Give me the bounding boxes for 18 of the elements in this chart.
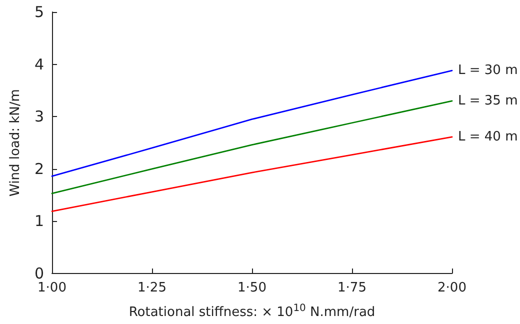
series-label: L = 30 m <box>458 63 518 78</box>
y-tick-label: 0 <box>34 264 44 282</box>
series-label: L = 40 m <box>458 129 518 144</box>
line-series <box>51 136 453 212</box>
x-tick-label: 1·00 <box>38 280 66 296</box>
y-axis-title: Wind load: kN/m <box>8 89 23 196</box>
y-tick-label: 1 <box>34 212 44 230</box>
x-tick-label: 1·50 <box>238 280 266 296</box>
line-series <box>51 70 453 177</box>
y-tick-label: 2 <box>34 160 44 178</box>
x-tick-label: 1·75 <box>338 280 366 296</box>
x-tick-label: 1·25 <box>138 280 166 296</box>
y-tick-label: 3 <box>34 108 44 126</box>
y-tick-label: 5 <box>34 3 44 21</box>
y-tick-label: 4 <box>34 55 44 74</box>
x-tick-label: 2·00 <box>438 280 466 296</box>
line-series <box>51 100 453 194</box>
series-label: L = 35 m <box>458 93 518 108</box>
